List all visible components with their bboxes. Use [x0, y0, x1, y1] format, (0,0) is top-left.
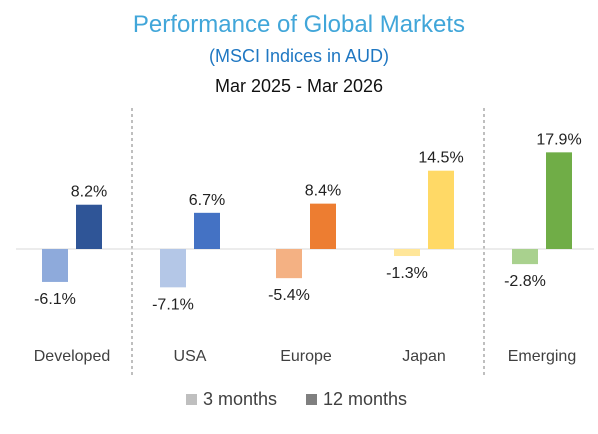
bar-emerging-12-months [546, 152, 572, 249]
chart-subtitle: (MSCI Indices in AUD) [209, 46, 389, 66]
data-label-developed-3-months: -6.1% [34, 291, 76, 308]
bar-japan-3-months [394, 249, 420, 257]
bar-developed-12-months [76, 204, 102, 249]
data-label-europe-12-months: 8.4% [305, 183, 341, 200]
chart-title: Performance of Global Markets [133, 11, 465, 38]
legend-swatch-3-months [186, 394, 197, 405]
chart-period: Mar 2025 - Mar 2026 [215, 76, 383, 96]
legend: 3 months 12 months [186, 389, 407, 409]
bar-usa-12-months [194, 212, 220, 249]
data-label-japan-12-months: 14.5% [418, 150, 463, 167]
data-label-japan-3-months: -1.3% [386, 265, 428, 282]
data-label-emerging-12-months: 17.9% [536, 131, 581, 148]
labels-layer: -6.1% 8.2% -7.1% 6.7% -5.4% 8.4% -1.3% 14.5% -2.… [34, 131, 582, 313]
bar-emerging-3-months [512, 249, 538, 265]
data-label-emerging-3-months: -2.8% [504, 273, 546, 290]
data-label-usa-3-months: -7.1% [152, 296, 194, 313]
bar-usa-3-months [160, 249, 186, 288]
category-label-emerging: Emerging [508, 348, 576, 365]
legend-swatch-12-months [306, 394, 317, 405]
bar-japan-12-months [428, 170, 454, 249]
legend-label-12-months: 12 months [323, 389, 407, 409]
legend-label-3-months: 3 months [203, 389, 277, 409]
data-label-europe-3-months: -5.4% [268, 287, 310, 304]
category-label-developed: Developed [34, 348, 111, 365]
bar-europe-12-months [310, 203, 336, 249]
bars-layer [42, 152, 572, 288]
category-layer: Developed USA Europe Japan Emerging [34, 348, 576, 365]
data-label-usa-12-months: 6.7% [189, 192, 225, 209]
category-label-usa: USA [174, 348, 207, 365]
bar-developed-3-months [42, 249, 68, 282]
bar-europe-3-months [276, 249, 302, 279]
data-label-developed-12-months: 8.2% [71, 184, 107, 201]
category-label-japan: Japan [402, 348, 446, 365]
category-label-europe: Europe [280, 348, 332, 365]
